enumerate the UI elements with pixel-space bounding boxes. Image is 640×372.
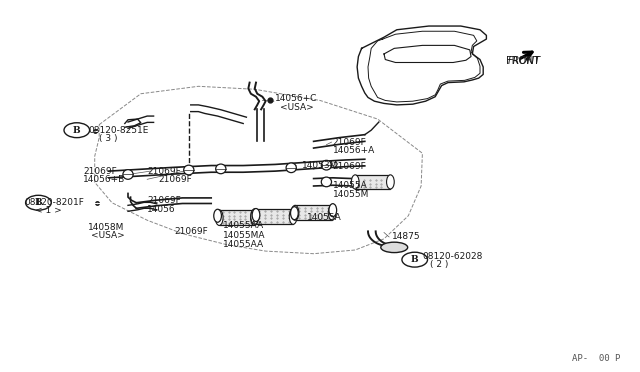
Text: 14055AA: 14055AA <box>223 221 264 230</box>
Ellipse shape <box>291 207 298 219</box>
Ellipse shape <box>286 163 296 173</box>
Text: 08120-8201F: 08120-8201F <box>24 198 84 207</box>
Text: 14056+B: 14056+B <box>83 175 125 184</box>
Text: <USA>: <USA> <box>91 231 125 240</box>
Text: B: B <box>73 126 81 135</box>
Text: 14053M: 14053M <box>302 161 339 170</box>
Bar <box>355 175 390 189</box>
Text: 08120-8251E: 08120-8251E <box>88 126 148 135</box>
Text: AP-  00 P: AP- 00 P <box>572 354 621 363</box>
Text: FRONT: FRONT <box>508 56 541 66</box>
Text: 14055M: 14055M <box>333 190 369 199</box>
Text: B: B <box>411 255 419 264</box>
Ellipse shape <box>381 242 408 253</box>
Circle shape <box>402 252 428 267</box>
Circle shape <box>64 123 90 138</box>
Text: 14055A: 14055A <box>307 213 342 222</box>
Ellipse shape <box>387 175 394 189</box>
Text: 14056: 14056 <box>147 205 176 214</box>
Ellipse shape <box>214 209 221 222</box>
Text: 21069F: 21069F <box>159 175 193 184</box>
Text: FRONT: FRONT <box>506 56 539 66</box>
Text: 21069F: 21069F <box>333 138 367 147</box>
Text: 14056+A: 14056+A <box>333 146 375 155</box>
Text: ( 3 ): ( 3 ) <box>99 134 118 143</box>
Text: B: B <box>35 198 42 207</box>
Ellipse shape <box>216 164 226 174</box>
Ellipse shape <box>289 209 297 224</box>
Ellipse shape <box>215 210 223 225</box>
Text: 14055A: 14055A <box>333 182 367 190</box>
Text: 14055AA: 14055AA <box>223 240 264 249</box>
Text: 21069F: 21069F <box>147 196 181 205</box>
Bar <box>219 210 254 225</box>
Text: 08120-62028: 08120-62028 <box>422 252 483 261</box>
Ellipse shape <box>291 205 299 220</box>
Text: < 1 >: < 1 > <box>35 206 62 215</box>
Bar <box>295 205 332 220</box>
Ellipse shape <box>351 175 359 189</box>
Text: 14055MA: 14055MA <box>223 231 265 240</box>
Text: 21069F: 21069F <box>174 227 208 236</box>
Ellipse shape <box>328 205 336 220</box>
Ellipse shape <box>321 160 332 170</box>
Ellipse shape <box>329 204 337 217</box>
Ellipse shape <box>321 177 332 187</box>
Text: ( 2 ): ( 2 ) <box>430 260 449 269</box>
Circle shape <box>26 195 51 210</box>
Ellipse shape <box>184 165 194 175</box>
Text: 21069F: 21069F <box>333 162 367 171</box>
Bar <box>255 209 293 224</box>
Text: 21069F: 21069F <box>83 167 117 176</box>
Ellipse shape <box>123 170 133 179</box>
Text: 14875: 14875 <box>392 232 420 241</box>
Text: 21069F: 21069F <box>147 167 181 176</box>
Text: <USA>: <USA> <box>280 103 314 112</box>
Ellipse shape <box>252 208 260 221</box>
Text: 14056+C: 14056+C <box>275 94 317 103</box>
Ellipse shape <box>251 209 259 224</box>
Text: 14058M: 14058M <box>88 223 125 232</box>
Ellipse shape <box>250 210 259 225</box>
